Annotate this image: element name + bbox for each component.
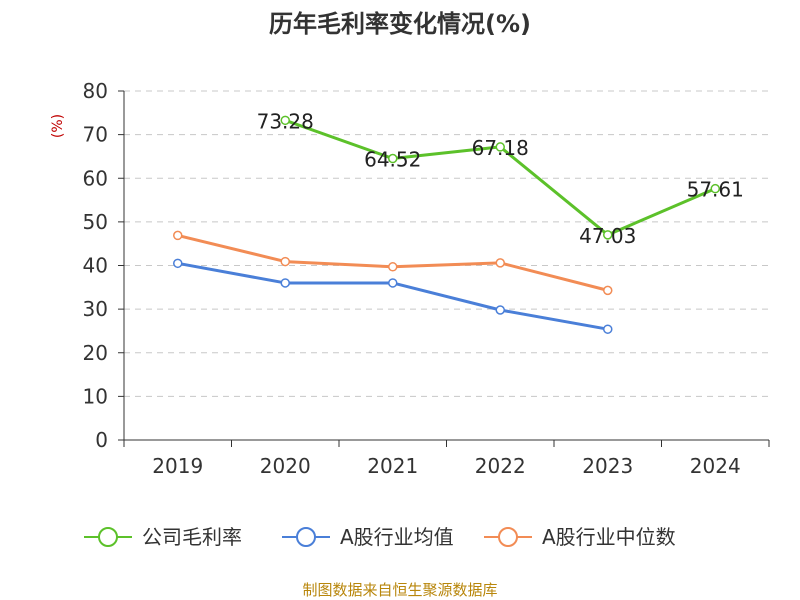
x-tick-label: 2022: [475, 454, 526, 478]
data-labels: 73.28 64.52 67.18 47.03 57.61: [257, 109, 744, 248]
data-point: [388, 262, 398, 272]
legend-marker: [98, 527, 118, 547]
y-tick-label: 80: [83, 79, 108, 103]
data-point: [710, 183, 720, 194]
data-point: [603, 230, 613, 240]
data-point: [280, 256, 290, 267]
y-tick-label: 30: [83, 297, 108, 321]
data-point: [173, 258, 183, 269]
series-1: [280, 115, 720, 240]
data-label: 67.18: [472, 136, 529, 160]
y-axis-unit: (%): [50, 114, 66, 138]
data-point: [495, 142, 505, 152]
x-tick-label: 2023: [582, 454, 633, 478]
x-tick-labels: 2019 2020 2021 2022 2023 2024: [152, 454, 740, 478]
y-tick-labels: 0 10 20 30 40 50 60 70 80: [83, 79, 108, 452]
data-point: [388, 153, 398, 164]
y-tick-label: 60: [83, 166, 108, 190]
data-point: [603, 285, 613, 296]
data-point: [388, 278, 398, 288]
y-tick-label: 70: [83, 123, 108, 147]
legend-label: A股行业均值: [340, 525, 454, 549]
x-tick-label: 2021: [367, 454, 418, 478]
data-label: 47.03: [579, 224, 636, 248]
y-tick-label: 40: [83, 254, 108, 278]
y-tick-label: 50: [83, 210, 108, 234]
series-layer: [173, 115, 720, 334]
axes: [118, 90, 770, 447]
data-label: 64.52: [364, 148, 421, 172]
series-2: [173, 258, 613, 334]
legend: 公司毛利率 A股行业均值 A股行业中位数: [84, 525, 676, 549]
data-label: 57.61: [687, 178, 744, 202]
legend-label: A股行业中位数: [542, 525, 676, 549]
data-point: [603, 324, 613, 334]
x-tick-label: 2020: [260, 454, 311, 478]
data-point: [495, 258, 505, 268]
x-tick-label: 2019: [152, 454, 203, 478]
data-point: [495, 305, 505, 315]
legend-label: 公司毛利率: [142, 525, 242, 549]
data-point: [280, 278, 290, 288]
y-tick-label: 10: [83, 384, 108, 408]
y-tick-label: 20: [83, 341, 108, 365]
legend-item-1: 公司毛利率: [84, 525, 242, 549]
legend-marker: [296, 527, 316, 547]
y-tick-label: 0: [95, 428, 108, 452]
grid-lines: [124, 90, 769, 397]
legend-marker: [498, 527, 518, 547]
data-point: [280, 115, 290, 126]
data-point: [173, 230, 183, 241]
series-3: [173, 230, 613, 296]
data-label: 73.28: [257, 109, 314, 133]
legend-item-3: A股行业中位数: [484, 525, 676, 549]
source-note: 制图数据来自恒生聚源数据库: [302, 581, 497, 599]
x-tick-label: 2024: [690, 454, 741, 478]
chart-title: 历年毛利率变化情况(%): [269, 10, 531, 38]
legend-item-2: A股行业均值: [282, 525, 454, 549]
